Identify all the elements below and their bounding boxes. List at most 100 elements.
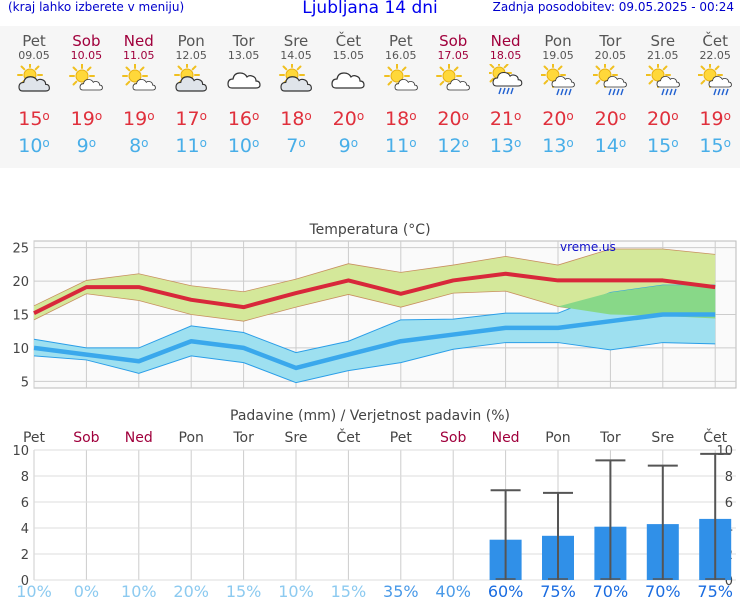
day-column: Pet 09.05 15o 10o bbox=[8, 26, 60, 157]
x-day-label: Tor bbox=[599, 430, 621, 446]
partly-cloudy-sun-icon bbox=[165, 62, 217, 102]
min-temperature: 10o bbox=[227, 135, 260, 157]
max-temperature: 18o bbox=[280, 108, 312, 130]
day-column: Čet 15.05 20o 9o bbox=[322, 26, 374, 157]
min-temperature: 7o bbox=[286, 135, 306, 157]
day-date: 10.05 bbox=[70, 49, 103, 62]
max-temperature: 20o bbox=[437, 108, 469, 130]
max-temperature: 20o bbox=[647, 108, 679, 130]
x-day-label: Pet bbox=[390, 430, 413, 446]
day-date: 11.05 bbox=[123, 49, 155, 62]
page-title: Ljubljana 14 dni bbox=[302, 0, 438, 18]
x-day-label: Sob bbox=[73, 430, 99, 446]
precipitation-probability-label: 15% bbox=[226, 582, 262, 600]
day-name: Pon bbox=[544, 32, 572, 50]
day-date: 09.05 bbox=[18, 49, 50, 62]
day-name: Pet bbox=[22, 32, 46, 50]
precipitation-probability-label: 10% bbox=[16, 582, 52, 600]
min-temperature: 15o bbox=[699, 135, 731, 157]
max-temperature: 21o bbox=[489, 108, 522, 130]
x-day-label: Sre bbox=[285, 430, 308, 446]
day-date: 13.05 bbox=[227, 49, 260, 62]
sun-cloud-icon bbox=[113, 63, 165, 102]
precipitation-probability-label: 15% bbox=[331, 582, 367, 600]
day-column: Pon 12.05 17o 11o bbox=[165, 26, 217, 157]
day-column: Tor 13.05 16o 10o bbox=[218, 26, 270, 157]
sun-cloud-icon bbox=[60, 63, 112, 102]
max-temperature: 20o bbox=[542, 108, 574, 130]
day-name: Ned bbox=[490, 32, 521, 50]
min-temperature: 8o bbox=[129, 135, 149, 157]
day-date: 12.05 bbox=[175, 49, 207, 62]
max-temperature: 20o bbox=[594, 108, 627, 130]
min-temperature: 11o bbox=[385, 135, 417, 157]
x-day-label: Sre bbox=[651, 430, 674, 446]
max-temperature: 15o bbox=[18, 108, 50, 130]
sun-cloud-icon bbox=[427, 63, 479, 102]
precipitation-probability-label: 75% bbox=[540, 582, 576, 600]
x-day-label: Čet bbox=[703, 428, 727, 446]
precipitation-chart: Padavine (mm) / Verjetnost padavin (%) Pe… bbox=[12, 408, 736, 600]
max-temperature: 17o bbox=[175, 108, 207, 130]
sun-rain-icon bbox=[584, 62, 636, 102]
y-tick-label: 5 bbox=[21, 375, 29, 390]
temperature-chart: Temperatura (°C) 5 10 15 20 25 vreme.us bbox=[12, 222, 737, 390]
x-day-label: Pet bbox=[23, 430, 46, 446]
y-tick-label-left: 0 bbox=[21, 574, 29, 589]
daily-forecast-strip: Pet 09.05 15o 10o Sob 10.05 19o 9o Ned 11.05 19o 8o… bbox=[0, 26, 740, 168]
precipitation-probability-label: 0% bbox=[74, 582, 99, 600]
last-update: Zadnja posodobitev: 09.05.2025 - 00:24 bbox=[492, 0, 734, 14]
precipitation-probability-label: 60% bbox=[488, 582, 524, 600]
overlap-band bbox=[558, 285, 716, 319]
day-column: Ned 18.05 21o 13o bbox=[480, 26, 532, 157]
day-name: Čet bbox=[702, 32, 728, 50]
day-date: 15.05 bbox=[332, 49, 365, 62]
day-name: Sob bbox=[439, 32, 468, 50]
min-temperature: 14o bbox=[594, 135, 627, 157]
day-column: Ned 11.05 19o 8o bbox=[113, 26, 165, 157]
precipitation-probability-label: 40% bbox=[435, 582, 471, 600]
min-temperature: 13o bbox=[542, 135, 574, 157]
day-column: Čet 22.05 19o 15o bbox=[689, 26, 740, 157]
sun-cloud-icon bbox=[375, 63, 427, 102]
day-column: Sre 14.05 18o 7o bbox=[270, 26, 322, 157]
day-name: Sob bbox=[72, 32, 101, 50]
header-left-note[interactable]: (kraj lahko izberete v meniju) bbox=[8, 0, 185, 14]
day-date: 22.05 bbox=[699, 49, 731, 62]
day-column: Sob 10.05 19o 9o bbox=[60, 26, 112, 157]
day-name: Sre bbox=[283, 32, 309, 50]
day-column: Pet 16.05 18o 11o bbox=[375, 26, 427, 157]
sun-rain-icon bbox=[637, 62, 689, 102]
precipitation-probability-label: 10% bbox=[278, 582, 314, 600]
rain-shower-icon bbox=[480, 60, 532, 102]
y-tick-label-right: 8 bbox=[725, 470, 733, 485]
partly-cloudy-sun-icon bbox=[270, 62, 322, 102]
y-tick-label: 25 bbox=[12, 242, 29, 257]
max-range-upper-line bbox=[33, 248, 716, 307]
day-date: 14.05 bbox=[280, 49, 312, 62]
max-temperature: 16o bbox=[227, 108, 260, 130]
min-temperature-line bbox=[33, 312, 716, 371]
min-temperature: 12o bbox=[437, 135, 469, 157]
precipitation-probability-label: 35% bbox=[383, 582, 419, 600]
day-date: 19.05 bbox=[542, 49, 574, 62]
y-tick-label-right: 10 bbox=[716, 444, 733, 459]
day-column: Sre 21.05 20o 15o bbox=[637, 26, 689, 157]
temperature-chart-title: Temperatura (°C) bbox=[308, 222, 430, 238]
partly-cloudy-sun-icon bbox=[8, 62, 60, 102]
day-date: 21.05 bbox=[647, 49, 679, 62]
day-name: Tor bbox=[232, 32, 255, 50]
y-tick-label-right: 6 bbox=[725, 496, 733, 511]
sun-rain-icon bbox=[689, 62, 740, 102]
max-temperature: 19o bbox=[123, 108, 155, 130]
day-name: Pon bbox=[177, 32, 205, 50]
y-tick-label-left: 10 bbox=[12, 444, 29, 459]
min-temperature-range-band bbox=[34, 285, 716, 383]
precipitation-probability-label: 70% bbox=[645, 582, 681, 600]
min-temperature: 15o bbox=[647, 135, 679, 157]
min-range-lower-line bbox=[33, 342, 716, 384]
min-temperature: 13o bbox=[489, 135, 522, 157]
x-day-label: Pon bbox=[545, 430, 570, 446]
day-name: Ned bbox=[123, 32, 154, 50]
x-day-label: Ned bbox=[125, 430, 153, 446]
